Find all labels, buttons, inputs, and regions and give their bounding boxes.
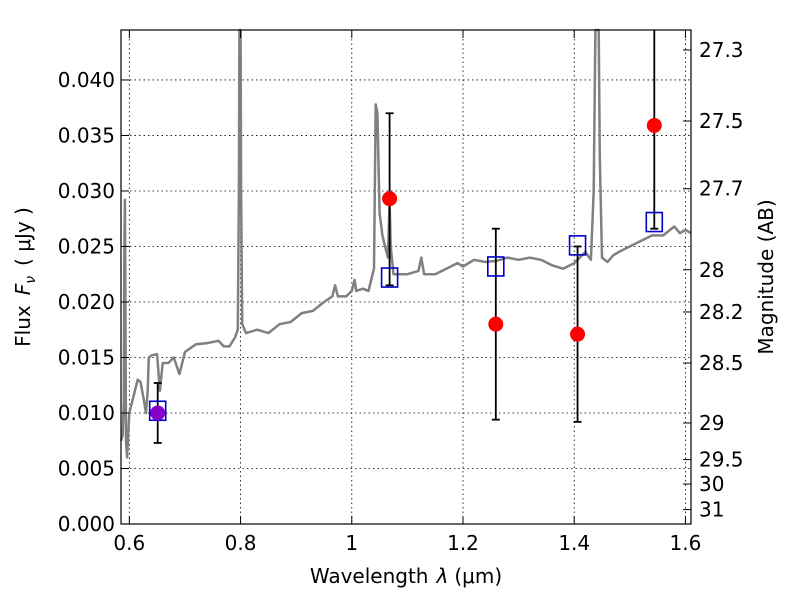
model-point <box>380 267 399 288</box>
x-tick-label: 0.6 <box>113 531 145 555</box>
observed-point <box>646 117 662 133</box>
y2-tick-label: 31 <box>699 498 724 522</box>
model-series <box>148 211 664 422</box>
y2-tick-label: 30 <box>699 472 724 496</box>
y-tick-label: 0.035 <box>58 123 115 147</box>
y2-tick-label: 27.3 <box>699 38 744 62</box>
x-ticks: 0.6 0.8 1 1.2 1.4 1.6 <box>113 30 701 555</box>
x-tick-label: 1.2 <box>447 531 479 555</box>
x-axis-label: Wavelength λ (μm) <box>310 564 502 588</box>
spectrum-series <box>119 28 692 459</box>
x-tick-label: 1.4 <box>558 531 590 555</box>
y2-axis-label: Magnitude (AB) <box>754 199 778 354</box>
y2-tick-label: 29.5 <box>699 448 744 472</box>
observed-point <box>570 326 586 342</box>
observed-series <box>150 117 662 421</box>
y2-tick-label: 28 <box>699 258 724 282</box>
y-tick-label: 0.025 <box>58 234 115 258</box>
y-tick-label: 0.040 <box>58 68 115 92</box>
y2-tick-label: 28.2 <box>699 300 744 324</box>
y2-tick-label: 27.7 <box>699 177 744 201</box>
model-point <box>487 256 505 277</box>
y-axis-label: FluxFν( μJy ) <box>11 207 39 347</box>
model-point <box>568 235 587 256</box>
y2-tick-label: 27.5 <box>699 109 744 133</box>
y2-tick-label: 28.5 <box>699 351 744 375</box>
y-tick-label: 0.010 <box>58 401 115 425</box>
grid <box>121 30 691 525</box>
observed-point <box>488 316 504 332</box>
y2-tick-label: 29 <box>699 411 724 435</box>
y-tick-label: 0.030 <box>58 179 115 203</box>
y-tick-label: 0.000 <box>58 512 115 536</box>
y-tick-label: 0.005 <box>58 456 115 480</box>
plot-frame <box>120 29 692 525</box>
observed-point <box>382 191 398 207</box>
model-point <box>645 211 664 233</box>
x-tick-label: 1 <box>345 531 358 555</box>
spectrum-line <box>119 28 692 459</box>
x-tick-label: 0.8 <box>225 531 257 555</box>
y-ticks: 0.000 0.005 0.010 0.015 0.020 0.025 0.030 0.035… <box>58 68 129 536</box>
y-tick-label: 0.015 <box>58 345 115 369</box>
x-tick-label: 1.6 <box>670 531 702 555</box>
y-tick-label: 0.020 <box>58 290 115 314</box>
observed-point <box>150 405 166 421</box>
